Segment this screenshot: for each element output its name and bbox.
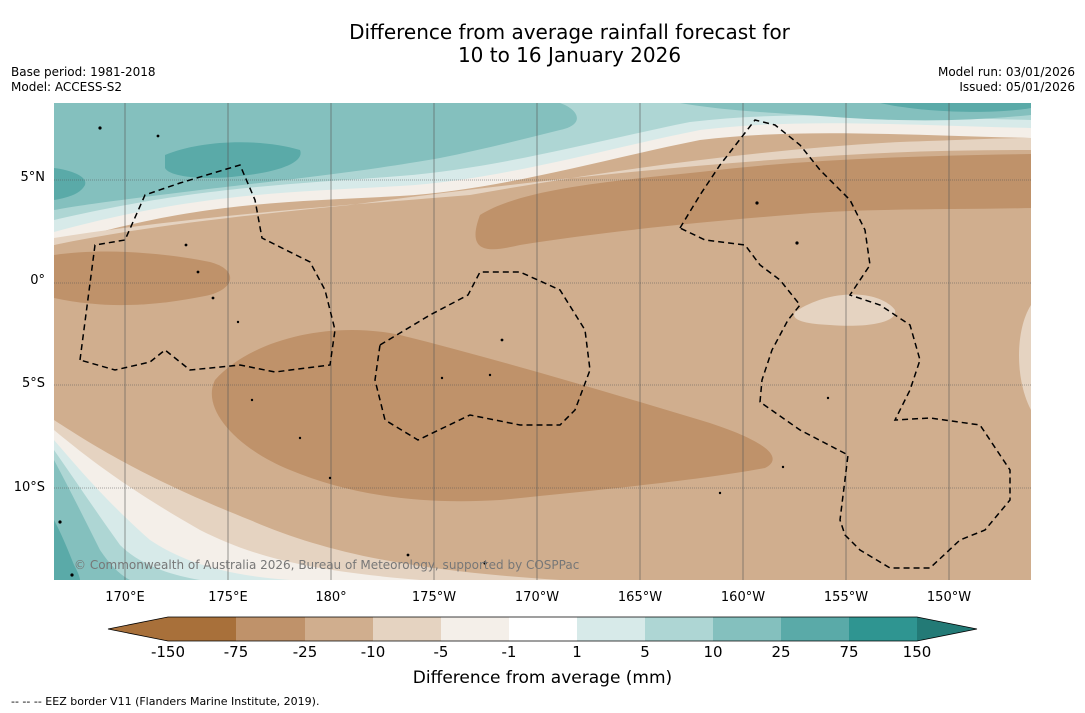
colorbar-tick: -25 [292,643,318,661]
map-fill [54,103,1031,580]
colorbar-swatch [441,617,509,641]
lon-label-170e: 170°E [105,590,145,605]
wet-patch-1 [165,142,301,178]
lon-label-165w: 165°W [617,590,663,605]
colorbar-swatch [168,617,236,641]
colorbar-swatch [645,617,713,641]
lon-label-175e: 175°E [208,590,248,605]
model-name: Model: ACCESS-S2 [11,80,123,94]
colorbar-tick: -75 [223,643,249,661]
colorbar-tick: 10 [703,643,723,661]
eez-borders [79,119,1011,569]
model-info: Base period: 1981-2018 Model: ACCESS-S2 [11,65,156,95]
colorbar-tick: 5 [640,643,650,661]
run-info: Model run: 03/01/2026 Issued: 05/01/2026 [938,65,1075,95]
colorbar-swatch [713,617,781,641]
colorbar-tick: -1 [501,643,517,661]
colorbar-arrow-left [108,617,168,641]
colorbar-arrow-right [917,617,977,641]
islands [58,126,830,577]
eez-footnote: -- -- -- EEZ border V11 (Flanders Marine… [11,695,320,708]
dry-patch-northeast [475,154,1031,250]
lat-label-0: 0° [30,273,45,288]
colorbar-tick: 25 [771,643,791,661]
band-sw-5 [54,460,130,580]
lat-label-5n: 5°N [20,170,46,185]
lon-label-180: 180° [315,590,347,605]
lon-label-170w: 170°W [514,590,560,605]
colorbar-tick: 75 [839,643,859,661]
chart-title: Difference from average rainfall forecas… [0,21,1085,67]
eez-tuvalu [79,164,336,373]
colorbar-swatch [236,617,305,641]
eez-phoenix [374,271,591,441]
band-sw-6 [54,520,80,580]
lon-label-150w: 150°W [926,590,972,605]
colorbar-swatch [849,617,917,641]
eez-line-islands [678,119,1011,569]
title-line-2: 10 to 16 January 2026 [457,43,682,67]
lat-label-10s: 10°S [13,480,45,495]
colorbar-swatch [373,617,441,641]
colorbar-swatch [577,617,645,641]
lat-label-5s: 5°S [21,376,45,391]
colorbar-swatch [781,617,849,641]
band-light-dry [54,138,1031,245]
dry-patch-west [54,251,231,306]
issued-date: Issued: 05/01/2026 [959,80,1075,94]
colorbar-swatch [509,617,577,641]
colorbar-swatch [305,617,373,641]
colorbar-tick: 1 [572,643,582,661]
wet-patch-2 [54,168,86,200]
light-patch-edge [1019,305,1031,410]
colorbar-tick: -10 [360,643,386,661]
graticule [54,103,1031,580]
colorbar-tick: 150 [902,643,932,661]
colorbar-label: Difference from average (mm) [412,668,673,688]
colorbar-tick: -150 [150,643,186,661]
colorbar-outline [107,616,978,642]
lon-label-160w: 160°W [720,590,766,605]
wet-patch-3 [880,103,1031,112]
dry-patch-central [211,330,773,502]
copyright-notice: © Commonwealth of Australia 2026, Bureau… [74,558,580,572]
lon-label-155w: 155°W [823,590,869,605]
model-run-date: Model run: 03/01/2026 [937,65,1075,79]
band-wet-3 [54,103,577,210]
title-line-1: Difference from average rainfall forecas… [349,20,790,44]
colorbar-tick: -5 [433,643,449,661]
lon-label-175w: 175°W [411,590,457,605]
base-period: Base period: 1981-2018 [11,65,156,79]
